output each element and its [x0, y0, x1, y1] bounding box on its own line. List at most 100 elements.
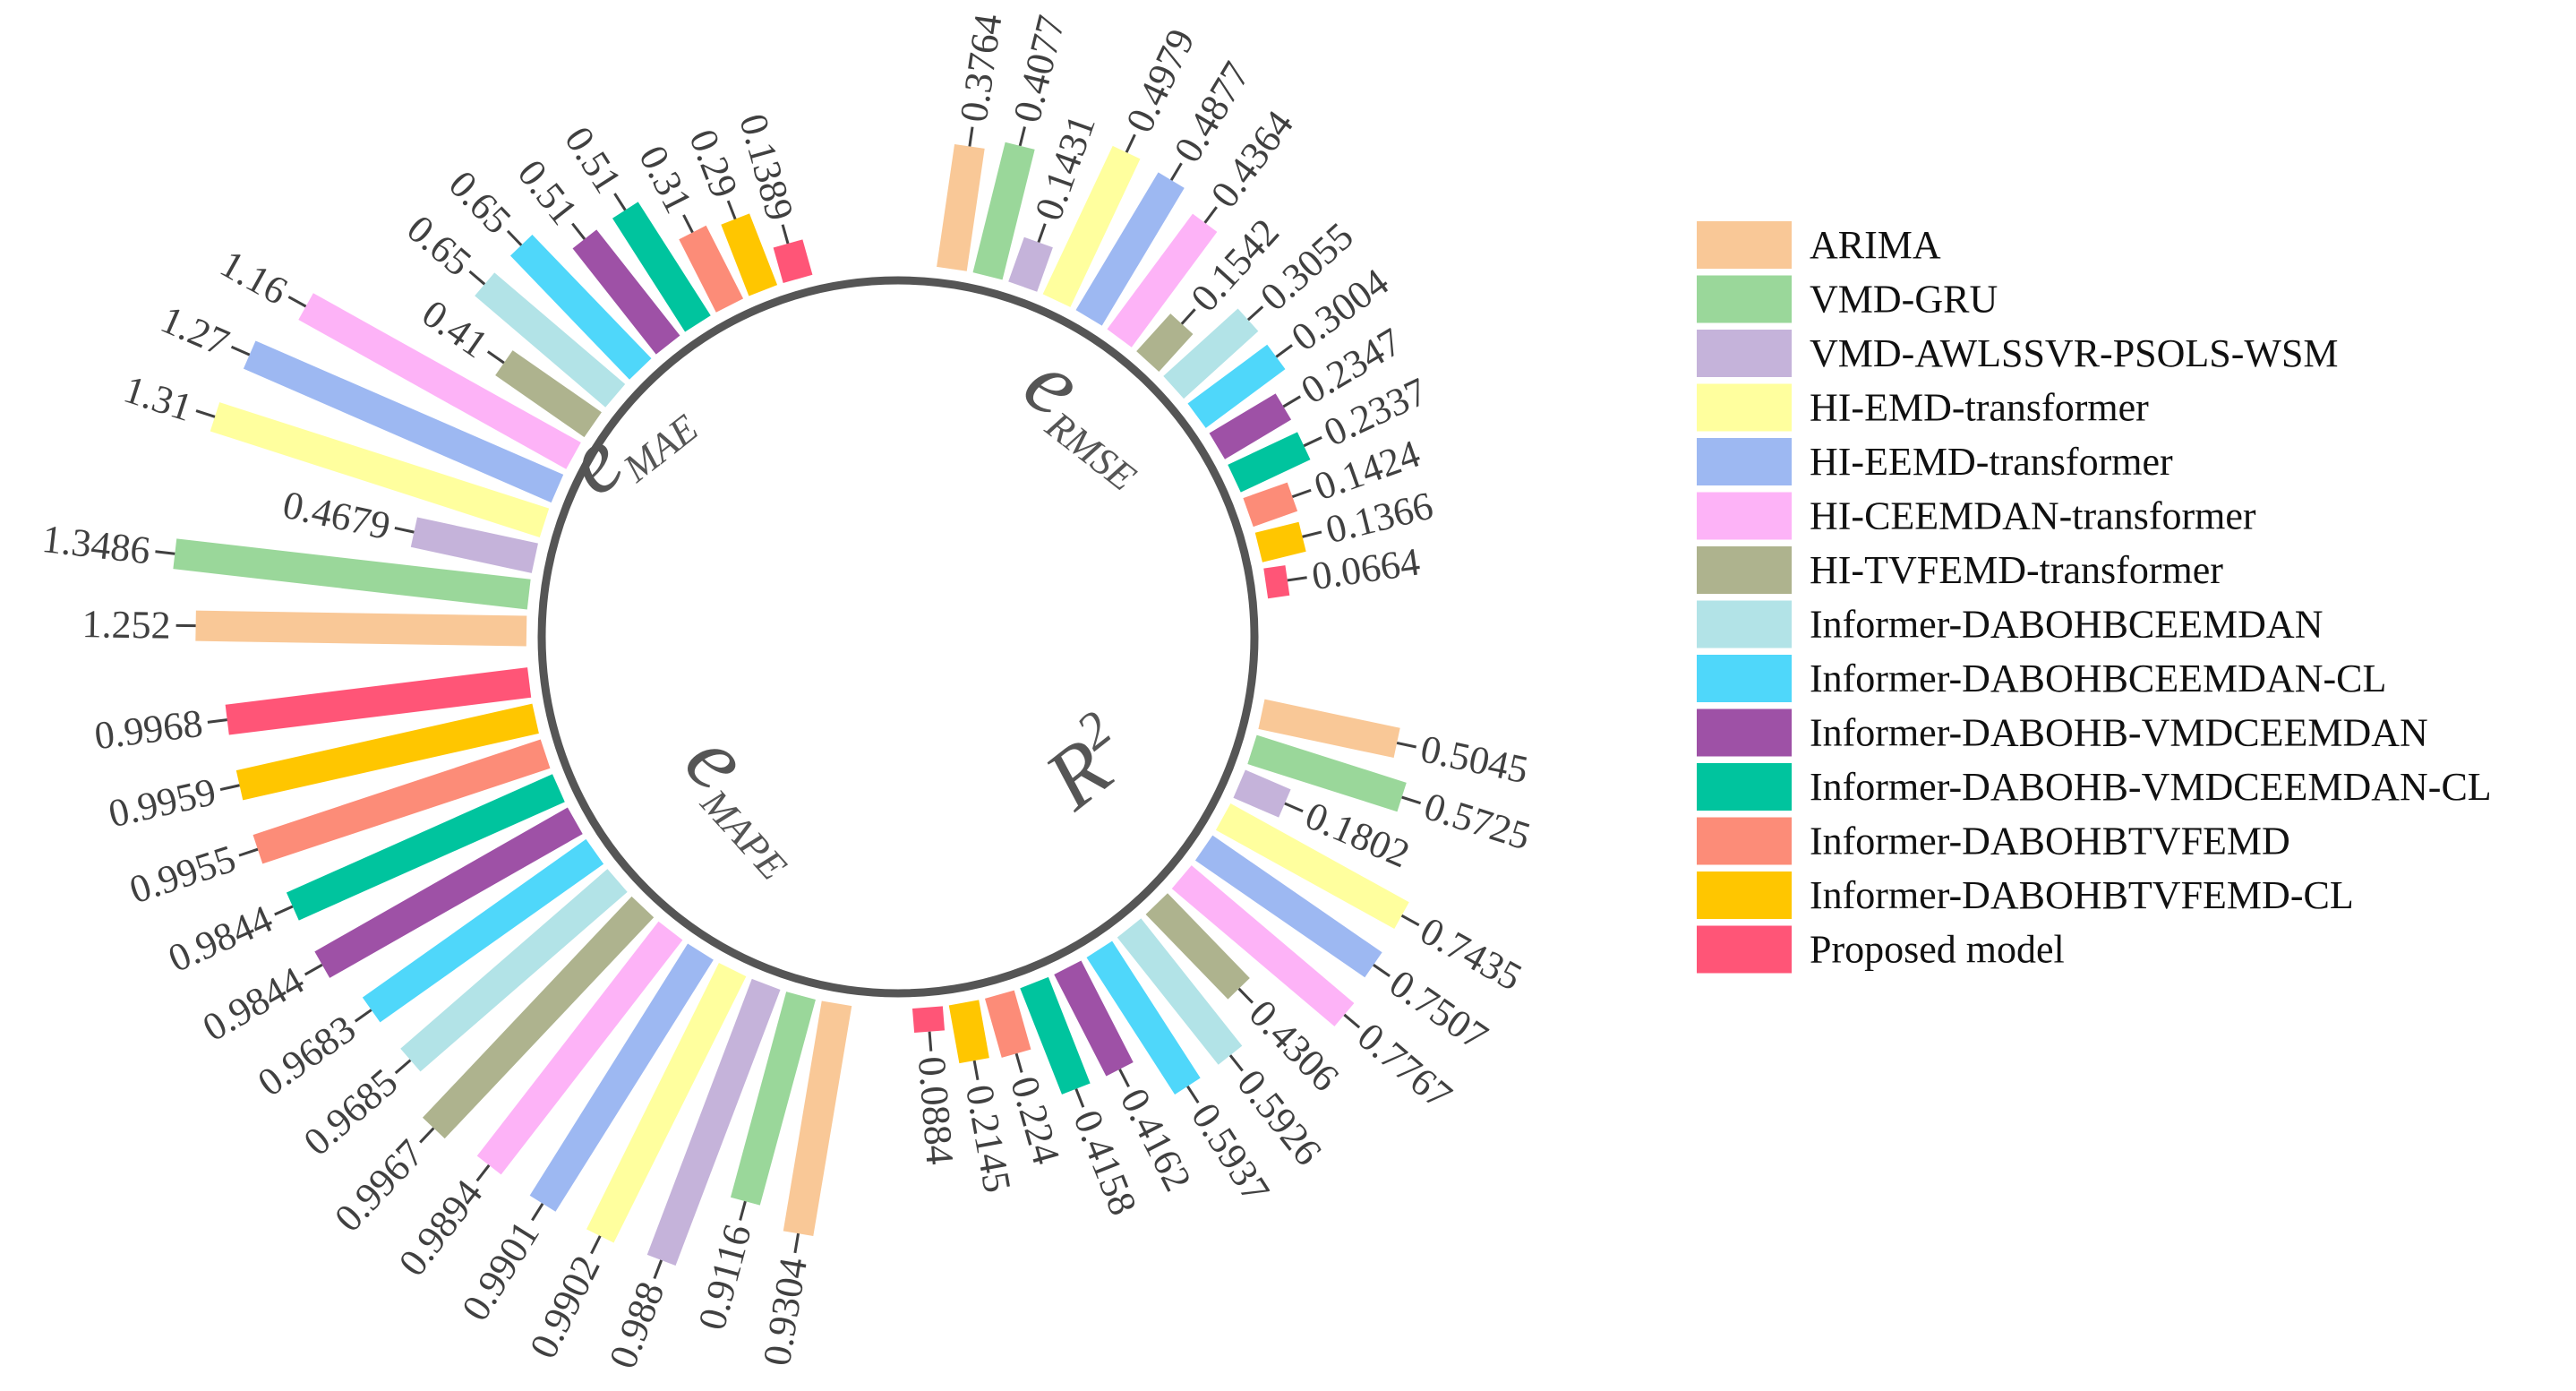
value-label-r2-hi-eemd-transformer: 0.9901 [453, 1213, 548, 1328]
legend-label-proposed-model: Proposed model [1810, 928, 2065, 972]
leader-r2-3 [591, 1236, 600, 1254]
leader-mae-11 [1292, 490, 1311, 496]
leader-mape-11 [683, 215, 692, 233]
leader-mae-0 [970, 127, 972, 147]
leader-mape-4 [232, 347, 250, 355]
legend-label-informer-dabohbtvfemd: Informer-DABOHBTVFEMD [1810, 820, 2290, 863]
bar-mape-proposed-model [774, 239, 813, 283]
leader-rmse-2 [1285, 803, 1303, 811]
value-label-mape-vmd-gru: 1.3486 [39, 517, 152, 572]
leader-r2-7 [396, 1060, 411, 1073]
bar-mae-informer-dabohbtvfemd-cl [1255, 522, 1306, 562]
value-label-mae-proposed-model: 0.0664 [1309, 539, 1423, 598]
leader-mae-10 [1304, 437, 1322, 445]
leader-r2-10 [275, 906, 293, 914]
value-label-rmse-arima: 0.5045 [1416, 726, 1532, 792]
leader-mae-2 [1039, 224, 1045, 243]
legend-swatch-hi-ceemdan-transformer [1697, 493, 1792, 540]
bar-mape-arima [195, 611, 526, 647]
leader-mae-6 [1182, 309, 1195, 323]
legend-swatch-hi-tvfemd-transformer [1697, 546, 1792, 594]
value-label-r2-informer-dabohb-vmdceemdan: 0.9844 [195, 958, 311, 1050]
value-label-r2-informer-dabohb-vmdceemdan-cl: 0.9844 [162, 897, 278, 981]
metric-label-r2: R2 [1023, 700, 1148, 829]
legend-label-informer-dabohbtvfemd-cl: Informer-DABOHBTVFEMD-CL [1810, 873, 2354, 917]
value-label-r2-arima: 0.9304 [755, 1255, 816, 1369]
value-label-r2-vmd-gru: 0.9116 [689, 1220, 759, 1335]
leader-mape-9 [572, 224, 585, 239]
bar-mae-proposed-model [1263, 565, 1289, 598]
leader-r2-12 [220, 786, 239, 790]
value-label-mape-hi-emd-transformer: 1.31 [119, 367, 198, 430]
leader-mae-12 [1303, 532, 1322, 537]
legend-swatch-vmd-gru [1697, 276, 1792, 323]
bar-rmse-informer-dabohbtvfemd [985, 991, 1031, 1058]
leader-r2-2 [655, 1260, 662, 1279]
leader-rmse-3 [1402, 915, 1419, 925]
leader-r2-0 [795, 1233, 799, 1253]
leader-r2-9 [305, 965, 322, 975]
legend-swatch-arima [1697, 221, 1792, 269]
legend-label-hi-ceemdan-transformer: HI-CEEMDAN-transformer [1810, 494, 2256, 538]
leader-mape-12 [728, 201, 735, 219]
legend-label-informer-dabohb-vmdceemdan: Informer-DABOHB-VMDCEEMDAN [1810, 711, 2428, 755]
leader-mae-3 [1126, 134, 1134, 152]
legend-label-informer-dabohb-vmdceemdan-cl: Informer-DABOHB-VMDCEEMDAN-CL [1810, 765, 2492, 809]
leader-r2-13 [208, 720, 227, 723]
legend-swatch-informer-dabohbtvfemd-cl [1697, 872, 1792, 919]
legend-label-hi-emd-transformer: HI-EMD-transformer [1810, 386, 2149, 430]
leader-mape-3 [196, 411, 215, 417]
leader-rmse-10 [1076, 1089, 1083, 1107]
leader-rmse-5 [1344, 1015, 1359, 1027]
leader-mae-1 [1020, 126, 1024, 145]
leader-mae-4 [1171, 163, 1181, 180]
legend-label-vmd-gru: VMD-GRU [1810, 278, 1998, 322]
leader-mae-13 [1288, 578, 1307, 580]
value-label-mape-hi-eemd-transformer: 1.27 [155, 297, 235, 365]
leader-rmse-7 [1230, 1055, 1243, 1070]
leader-mape-10 [614, 193, 625, 210]
legend-swatch-vmd-awlssvr-psols-wsm [1697, 330, 1792, 377]
inner-ring [542, 280, 1254, 993]
value-label-r2-informer-dabohbtvfemd: 0.9955 [124, 837, 241, 913]
bar-mae-arima [937, 144, 985, 271]
leader-rmse-8 [1187, 1086, 1198, 1103]
leader-mape-5 [288, 296, 305, 306]
leader-mae-5 [1205, 207, 1217, 223]
leader-rmse-11 [1016, 1053, 1022, 1072]
bar-rmse-informer-dabohbtvfemd-cl [949, 1000, 989, 1063]
leader-r2-8 [355, 1010, 372, 1022]
legend-swatch-informer-dabohbceemdan [1697, 601, 1792, 648]
legend-label-informer-dabohbceemdan: Informer-DABOHBCEEMDAN [1810, 603, 2323, 647]
leader-rmse-4 [1374, 965, 1390, 975]
leader-r2-1 [740, 1201, 746, 1220]
legend-swatch-hi-eemd-transformer [1697, 438, 1792, 485]
bar-rmse-proposed-model [912, 1006, 945, 1033]
value-label-mape-vmd-awlssvr-psols-wsm: 0.4679 [279, 483, 395, 548]
leader-mape-8 [508, 231, 521, 245]
legend-swatch-proposed-model [1697, 926, 1792, 974]
legend: ARIMAVMD-GRUVMD-AWLSSVR-PSOLS-WSMHI-EMD-… [1688, 215, 2576, 1021]
leader-mae-8 [1276, 345, 1292, 356]
value-label-mape-hi-ceemdan-transformer: 1.16 [213, 242, 295, 313]
bar-mae-informer-dabohbtvfemd [1243, 483, 1297, 528]
leader-r2-11 [239, 849, 258, 855]
metric-label-mape: eMAPE [664, 710, 840, 889]
value-label-rmse-proposed-model: 0.0884 [910, 1055, 962, 1167]
leader-mape-1 [155, 552, 175, 554]
value-label-mape-proposed-model: 0.1389 [731, 109, 802, 226]
legend-swatch-informer-dabohb-vmdceemdan [1697, 709, 1792, 757]
leader-mape-7 [469, 271, 484, 284]
value-label-mae-arima: 0.3764 [952, 11, 1011, 125]
legend-label-informer-dabohbceemdan-cl: Informer-DABOHBCEEMDAN-CL [1810, 657, 2386, 700]
leader-mape-6 [488, 352, 504, 364]
leader-mae-9 [1283, 397, 1300, 407]
leader-r2-4 [532, 1204, 543, 1221]
leader-rmse-13 [929, 1032, 931, 1052]
value-label-r2-informer-dabohbtvfemd-cl: 0.9959 [105, 769, 220, 836]
value-label-r2-proposed-model: 0.9968 [92, 701, 205, 758]
leader-rmse-12 [974, 1060, 978, 1080]
value-label-rmse-vmd-gru: 0.5725 [1419, 784, 1536, 858]
